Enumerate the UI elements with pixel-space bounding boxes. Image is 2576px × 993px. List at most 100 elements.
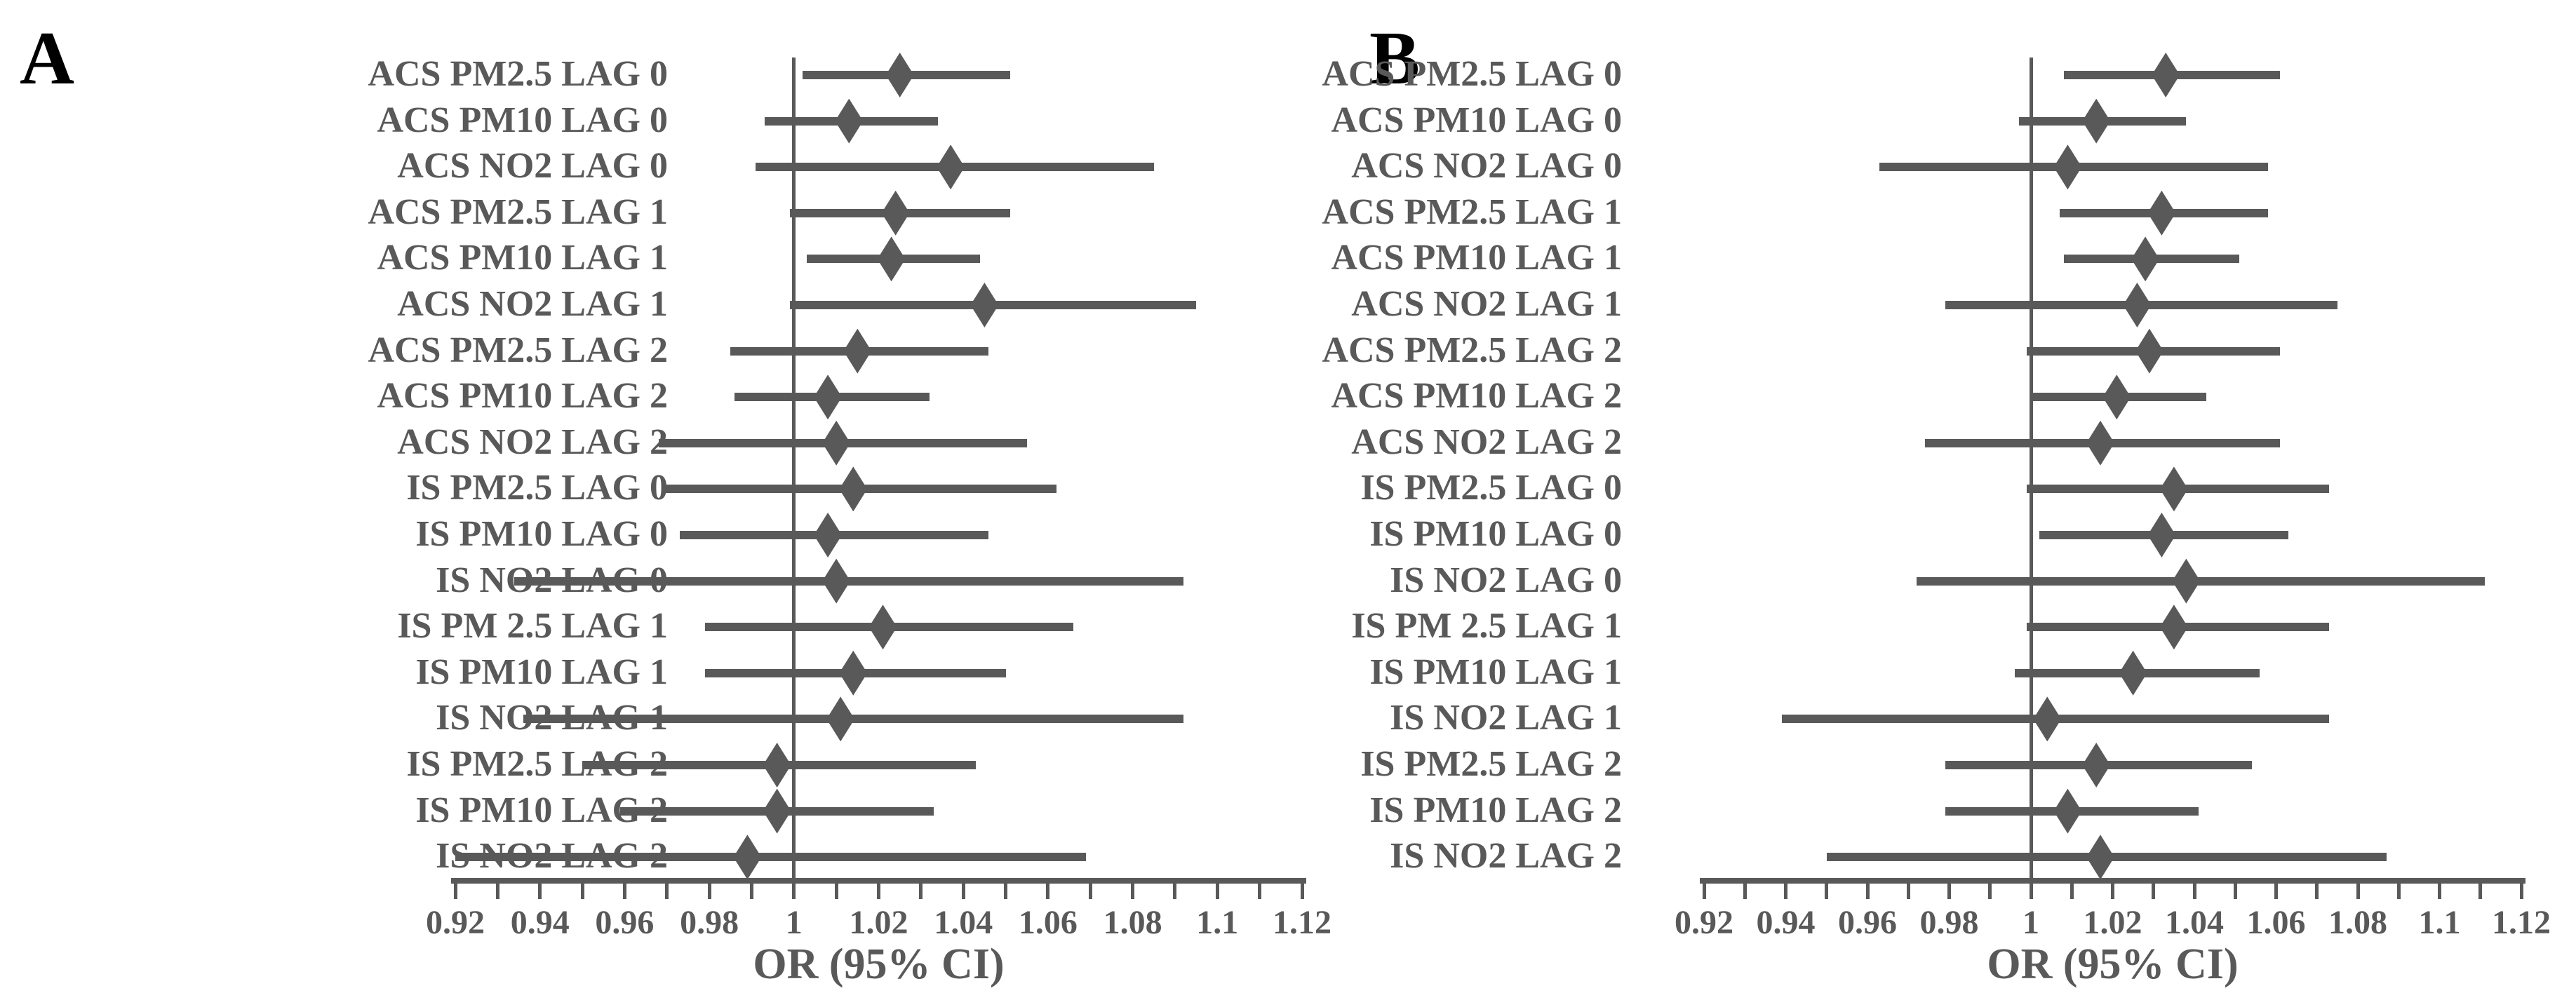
or-point-diamond-marker xyxy=(970,283,999,327)
axis-tick xyxy=(1825,881,1829,899)
row-label: ACS NO2 LAG 0 xyxy=(1351,146,1622,187)
axis-tick xyxy=(1173,881,1177,899)
axis-tick-label: 1.04 xyxy=(2165,904,2224,941)
axis-tick xyxy=(2069,881,2074,899)
or-point-diamond-marker xyxy=(2147,190,2176,236)
axis-tick xyxy=(622,881,626,899)
axis-tick xyxy=(2519,881,2523,899)
row-label: ACS PM10 LAG 1 xyxy=(1331,238,1622,278)
axis-tick xyxy=(1784,881,1787,899)
or-point-diamond-marker xyxy=(843,328,872,374)
axis-tick-label: 1.12 xyxy=(2492,904,2551,941)
or-point-diamond-marker xyxy=(826,696,855,742)
reference-line-or-1 xyxy=(2029,58,2033,884)
row-label: ACS NO2 LAG 1 xyxy=(397,283,668,324)
axis-tick xyxy=(2233,881,2237,899)
axis-tick xyxy=(1906,881,1910,899)
axis-tick xyxy=(919,881,923,899)
row-label: ACS PM10 LAG 0 xyxy=(1331,100,1622,140)
or-point-diamond-marker xyxy=(2159,604,2188,650)
axis-tick-label: 1 xyxy=(2022,904,2039,941)
row-label: ACS PM10 LAG 2 xyxy=(1331,376,1622,417)
axis-tick xyxy=(877,881,880,899)
axis-tick-label: 1.1 xyxy=(2418,904,2461,941)
axis-tick xyxy=(2192,881,2196,899)
axis-tick xyxy=(2029,881,2033,899)
axis-tick xyxy=(495,881,499,899)
or-point-diamond-marker xyxy=(2159,466,2188,512)
axis-tick xyxy=(1046,881,1050,899)
row-label: IS PM10 LAG 0 xyxy=(1369,513,1622,554)
axis-tick xyxy=(2356,881,2360,899)
or-point-diamond-marker xyxy=(814,513,843,558)
row-label: ACS PM2.5 LAG 2 xyxy=(1322,330,1622,370)
or-point-diamond-marker xyxy=(2147,513,2176,558)
row-label: IS PM 2.5 LAG 1 xyxy=(1351,606,1622,647)
row-label: ACS PM2.5 LAG 2 xyxy=(368,330,668,370)
axis-tick xyxy=(538,881,542,899)
axis-tick xyxy=(1088,881,1092,899)
row-label: ACS PM2.5 LAG 0 xyxy=(1322,53,1622,94)
axis-tick xyxy=(749,881,753,899)
axis-tick-label: 1.08 xyxy=(1103,904,1162,941)
or-point-diamond-marker xyxy=(2086,835,2115,880)
reference-line-or-1 xyxy=(792,58,796,884)
axis-tick xyxy=(1947,881,1951,899)
axis-tick xyxy=(580,881,584,899)
or-point-diamond-marker xyxy=(814,374,843,420)
or-point-diamond-marker xyxy=(839,650,868,696)
or-point-diamond-marker xyxy=(885,53,914,97)
row-label: ACS PM2.5 LAG 0 xyxy=(368,53,668,94)
axis-tick xyxy=(453,881,457,899)
row-label: IS PM2.5 LAG 2 xyxy=(1360,743,1622,784)
panel-letter: A xyxy=(20,17,74,100)
row-label: ACS NO2 LAG 2 xyxy=(1351,421,1622,462)
axis-tick-label: 1.1 xyxy=(1196,904,1239,941)
row-label: IS NO2 LAG 2 xyxy=(1390,836,1622,877)
axis-tick xyxy=(2315,881,2319,899)
row-label: IS PM10 LAG 0 xyxy=(415,513,668,554)
axis-tick-label: 0.94 xyxy=(510,904,570,941)
axis-tick-label: 0.94 xyxy=(1756,904,1816,941)
or-point-diamond-marker xyxy=(2172,558,2201,604)
or-point-diamond-marker xyxy=(2082,743,2111,788)
axis-tick-label: 1.06 xyxy=(2246,904,2306,941)
axis-tick xyxy=(2396,881,2401,899)
or-point-diamond-marker xyxy=(2131,236,2160,282)
axis-tick-label: 1.02 xyxy=(2083,904,2142,941)
axis-tick xyxy=(1258,881,1262,899)
axis-tick xyxy=(1988,881,1992,899)
axis-tick xyxy=(707,881,711,899)
row-label: ACS PM10 LAG 2 xyxy=(377,376,668,417)
row-label: ACS PM2.5 LAG 1 xyxy=(1322,191,1622,232)
axis-tick-label: 0.96 xyxy=(595,904,655,941)
axis-tick xyxy=(792,881,796,899)
row-label: IS NO2 LAG 1 xyxy=(1390,698,1622,738)
row-label: IS PM 2.5 LAG 1 xyxy=(397,606,668,647)
or-point-diamond-marker xyxy=(877,236,906,282)
or-point-diamond-marker xyxy=(881,190,910,236)
axis-tick xyxy=(1131,881,1135,899)
row-label: ACS NO2 LAG 0 xyxy=(397,146,668,187)
row-label: IS PM10 LAG 1 xyxy=(1369,651,1622,692)
row-label: ACS PM10 LAG 1 xyxy=(377,238,668,278)
axis-tick xyxy=(2438,881,2441,899)
axis-tick xyxy=(1300,881,1304,899)
row-label: ACS PM10 LAG 0 xyxy=(377,100,668,140)
or-point-diamond-marker xyxy=(937,144,965,190)
or-point-diamond-marker xyxy=(868,604,897,650)
axis-tick xyxy=(1004,881,1008,899)
x-axis-title: OR (95% CI) xyxy=(753,940,1005,988)
or-point-diamond-marker xyxy=(822,558,851,604)
axis-tick-label: 0.92 xyxy=(1675,904,1733,941)
or-point-diamond-marker xyxy=(2053,788,2082,834)
axis-tick-label: 1.12 xyxy=(1273,904,1331,941)
axis-tick xyxy=(961,881,965,899)
or-point-diamond-marker xyxy=(2152,53,2180,97)
axis-tick-label: 1.06 xyxy=(1018,904,1078,941)
axis-tick-label: 1.02 xyxy=(849,904,908,941)
row-label: IS PM10 LAG 1 xyxy=(415,651,668,692)
axis-tick-label: 1.08 xyxy=(2328,904,2387,941)
row-label: IS PM2.5 LAG 0 xyxy=(1360,468,1622,508)
row-label: IS PM10 LAG 2 xyxy=(1369,790,1622,830)
